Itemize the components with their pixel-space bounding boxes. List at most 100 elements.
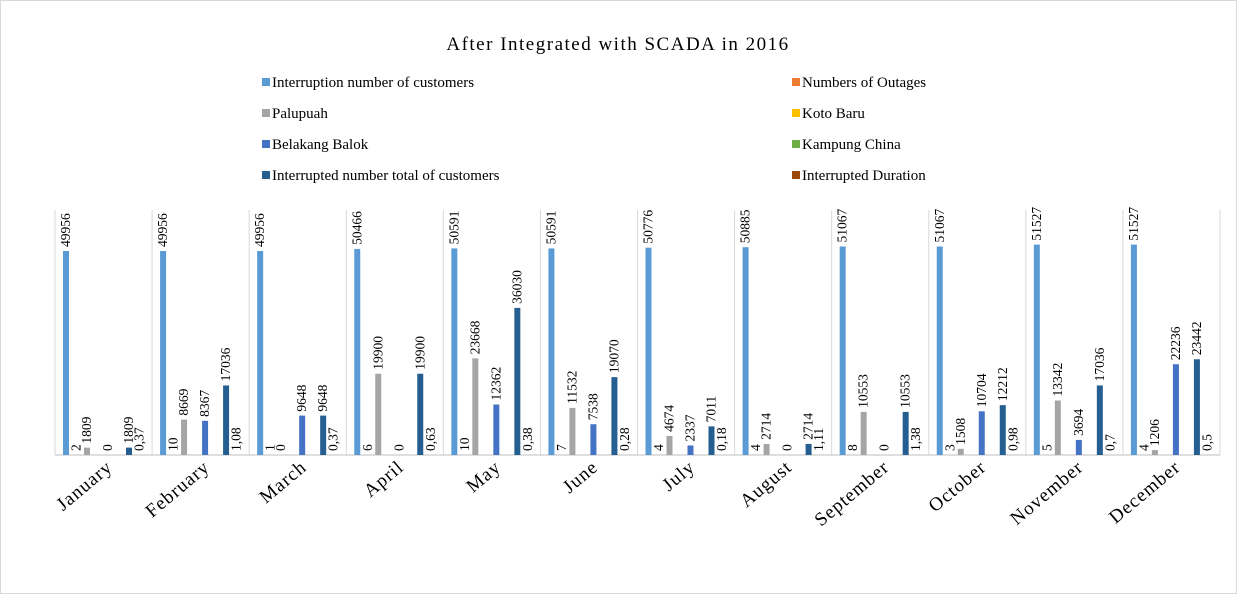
bar (1033, 244, 1040, 455)
value-label: 3694 (1071, 409, 1086, 436)
value-label: 2337 (683, 414, 698, 441)
value-label: 51067 (932, 208, 947, 242)
value-label: 1,11 (811, 428, 826, 451)
value-label: 4 (651, 444, 666, 451)
bar (1054, 400, 1061, 455)
value-label: 9648 (315, 384, 330, 411)
bar (978, 411, 985, 455)
bar (839, 246, 846, 455)
value-label: 49956 (252, 213, 267, 247)
value-label: 9648 (294, 384, 309, 411)
value-label: 12212 (995, 367, 1010, 401)
value-label: 0,18 (714, 427, 729, 451)
legend-label: Kampung China (802, 137, 901, 153)
bar (1075, 439, 1082, 455)
value-label: 36030 (509, 270, 524, 304)
legend-swatch (792, 78, 800, 86)
bar (645, 247, 652, 455)
bar (354, 248, 361, 455)
value-label: 19900 (370, 336, 385, 370)
value-label: 17036 (1092, 347, 1107, 381)
bar (936, 246, 943, 455)
value-label: 7 (554, 444, 569, 451)
bar (1193, 359, 1200, 455)
legend-swatch (262, 171, 270, 179)
bar (375, 373, 382, 455)
value-label: 1,08 (229, 427, 244, 451)
value-label: 2714 (759, 413, 774, 440)
value-label: 7011 (704, 396, 719, 423)
bar (160, 251, 167, 455)
value-label: 1809 (79, 416, 94, 443)
bar (493, 404, 500, 455)
legend-label: Interruption number of customers (272, 75, 474, 91)
value-label: 2714 (801, 413, 816, 440)
value-label: 8367 (197, 390, 212, 417)
bar (223, 385, 230, 455)
bar (84, 447, 90, 455)
value-label: 6 (360, 444, 375, 451)
legend-label: Palupuah (272, 106, 328, 122)
bar (687, 445, 694, 455)
value-label: 12362 (488, 367, 503, 401)
bar (548, 248, 555, 455)
value-label: 1 (263, 444, 278, 451)
bar (514, 307, 521, 455)
bar (763, 443, 770, 455)
value-label: 0 (100, 444, 115, 451)
value-label: 0 (273, 444, 288, 451)
value-label: 2 (69, 444, 84, 451)
value-label: 0,37 (132, 427, 147, 451)
value-label: 10 (457, 437, 472, 451)
legend-swatch (262, 140, 270, 148)
bar (320, 415, 327, 455)
value-label: 4 (1136, 444, 1151, 451)
bar (257, 251, 264, 455)
value-label: 3 (942, 444, 957, 451)
value-label: 1508 (953, 418, 968, 445)
value-label: 50591 (543, 211, 558, 245)
value-label: 0 (391, 444, 406, 451)
legend-label: Numbers of Outages (802, 75, 926, 91)
value-label: 4674 (662, 405, 677, 432)
bar (181, 419, 188, 455)
bar (1130, 244, 1137, 455)
value-label: 50776 (641, 210, 656, 244)
bar (999, 405, 1006, 455)
value-label: 0 (780, 444, 795, 451)
legend-swatch (792, 171, 800, 179)
value-label: 13342 (1050, 363, 1065, 397)
bar (708, 426, 715, 455)
legend-label: Interrupted Duration (802, 168, 926, 184)
bar (611, 377, 618, 455)
value-label: 0,37 (326, 427, 341, 451)
bar (805, 443, 812, 455)
value-label: 1,38 (908, 427, 923, 451)
bar (63, 251, 69, 455)
legend-swatch (262, 109, 270, 117)
value-label: 1206 (1147, 419, 1162, 446)
legend-swatch (262, 78, 270, 86)
value-label: 23668 (467, 320, 482, 354)
value-label: 8 (845, 444, 860, 451)
bar (1096, 385, 1103, 455)
legend-label: Koto Baru (802, 106, 865, 122)
bar (590, 424, 597, 455)
value-label: 50466 (349, 211, 364, 245)
bar (666, 435, 673, 455)
value-label: 51067 (835, 208, 850, 242)
value-label: 0,7 (1102, 434, 1117, 451)
value-label: 51527 (1029, 207, 1044, 241)
value-label: 0,28 (617, 427, 632, 451)
value-label: 51527 (1126, 207, 1141, 241)
bar (472, 358, 479, 455)
value-label: 0,63 (423, 427, 438, 451)
value-label: 0,38 (520, 427, 535, 451)
bar (417, 373, 424, 455)
bar (202, 420, 209, 455)
bar (569, 407, 576, 455)
bar (451, 248, 458, 455)
bar (957, 448, 964, 455)
